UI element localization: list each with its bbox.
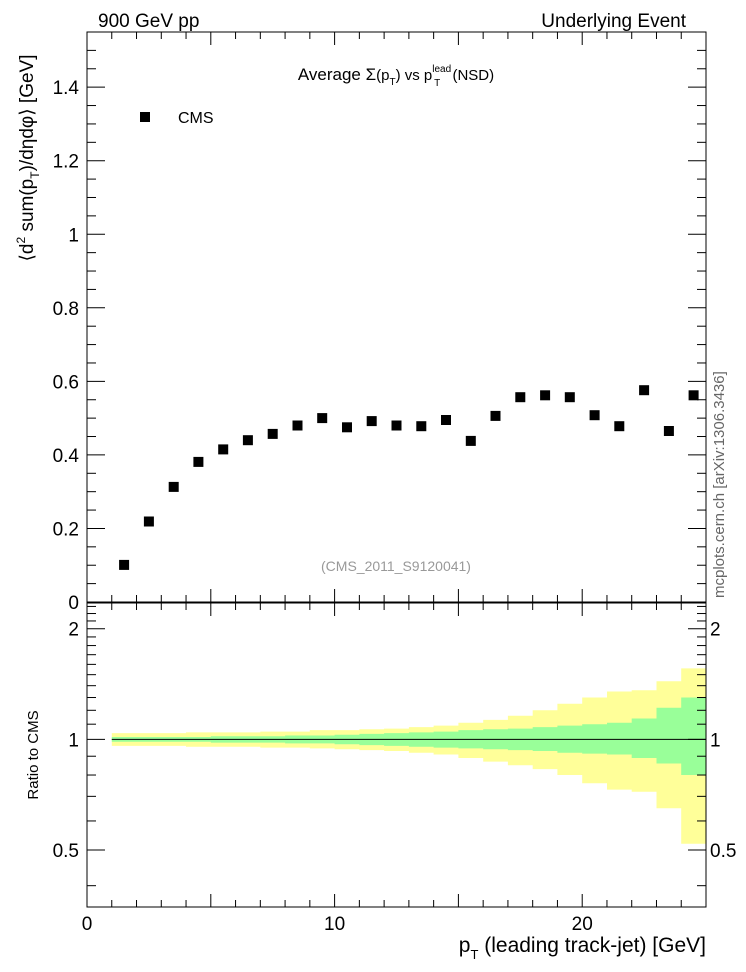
- title-sub-t: T: [389, 77, 395, 88]
- header-left-label: 900 GeV pp: [98, 11, 199, 32]
- ratio-band-total: [111, 668, 707, 844]
- title-post: (NSD): [448, 67, 494, 84]
- x-tick-label: 20: [572, 914, 593, 935]
- data-point-cms: [342, 422, 352, 433]
- ylabel-close: )/dηdφ⟩ [GeV]: [17, 55, 38, 172]
- title-sub-t2: T: [434, 78, 440, 89]
- title-paren-close: ): [396, 67, 401, 84]
- title-sup-lead: lead: [432, 64, 451, 75]
- bottom-panel-ytick-label-right: 1: [710, 730, 721, 751]
- ylabel-mid: sum(p: [17, 179, 38, 237]
- data-point-cms: [292, 420, 303, 431]
- top-y-axis-label: ⟨d2 sum(pT)/dηdφ⟩ [GeV]: [14, 55, 42, 262]
- bottom-panel-ytick-label-left: 0.5: [53, 841, 79, 862]
- data-point-cms: [614, 421, 625, 432]
- legend-marker-cms: [140, 112, 150, 122]
- data-points: [119, 385, 699, 570]
- data-point-cms: [168, 481, 179, 492]
- ylabel-sup2: 2: [14, 237, 28, 244]
- top-panel-ytick-label: 0: [68, 593, 79, 614]
- side-source-label: mcplots.cern.ch [arXiv:1306.3436]: [711, 371, 728, 598]
- bottom-panel-ytick-label-left: 2: [68, 620, 79, 641]
- data-point-cms: [416, 421, 427, 432]
- xlabel-rest: (leading track-jet) [GeV]: [478, 934, 706, 957]
- data-point-cms: [490, 410, 501, 421]
- data-point-cms: [663, 426, 674, 436]
- data-point-cms: [639, 385, 650, 396]
- x-axis-label: pT (leading track-jet) [GeV]: [459, 934, 706, 962]
- main-plot-title: Average Σ(pT) vs plead T (NSD): [298, 64, 494, 89]
- data-point-cms: [589, 410, 600, 421]
- data-point-cms: [688, 390, 699, 401]
- data-point-cms: [366, 416, 377, 427]
- top-panel-ytick-label: 0.2: [53, 519, 79, 540]
- bottom-panel-ytick-label-right: 0.5: [710, 841, 736, 862]
- top-panel-ytick-label: 1.4: [53, 78, 80, 99]
- title-sigma: Σ: [366, 65, 377, 84]
- data-point-cms: [515, 392, 526, 403]
- title-paren-open: (p: [376, 67, 389, 84]
- data-point-cms: [143, 516, 154, 527]
- data-point-cms: [465, 435, 476, 446]
- header-right-label: Underlying Event: [541, 11, 686, 32]
- top-panel-ytick-label: 0.8: [53, 299, 79, 320]
- bottom-panel-frame: [86, 602, 707, 908]
- analysis-watermark: (CMS_2011_S9120041): [321, 558, 471, 574]
- x-tick-label: 0: [82, 914, 93, 935]
- ylabel-sub-t: T: [28, 171, 42, 179]
- bottom-panel-ytick-label-right: 2: [710, 620, 721, 641]
- top-panel-ytick-label: 0.4: [53, 446, 80, 467]
- x-tick-label: 10: [324, 914, 345, 935]
- title-vs: vs p: [401, 67, 433, 84]
- data-point-cms: [242, 435, 253, 446]
- bottom-panel-ytick-label-left: 1: [68, 730, 79, 751]
- data-point-cms: [564, 392, 575, 403]
- xlabel-p: p: [459, 934, 471, 957]
- data-point-cms: [317, 413, 328, 424]
- data-point-cms: [391, 420, 402, 431]
- data-point-cms: [441, 415, 451, 425]
- tick-labels: 00.20.40.60.811.21.40.5 0.51 12 20 10 20: [53, 78, 737, 935]
- bottom-y-axis-label: Ratio to CMS: [25, 710, 42, 799]
- ratio-bands: [111, 668, 707, 844]
- axis-ticks: [86, 31, 707, 907]
- data-point-cms: [119, 559, 130, 570]
- top-panel-ytick-label: 0.6: [53, 372, 79, 393]
- data-point-cms: [267, 428, 278, 439]
- legend-label-cms: CMS: [178, 110, 214, 127]
- top-panel-ytick-label: 1: [68, 225, 79, 246]
- data-point-cms: [193, 456, 204, 467]
- data-point-cms: [540, 390, 551, 401]
- top-panel-frame: [86, 31, 707, 603]
- top-panel-ytick-label: 1.2: [53, 152, 79, 173]
- title-pre: Average: [298, 65, 366, 84]
- xlabel-sub-t: T: [470, 947, 478, 962]
- ratio-band-stat: [111, 697, 707, 775]
- data-point-cms: [218, 444, 229, 455]
- ylabel-open: ⟨d: [17, 244, 38, 262]
